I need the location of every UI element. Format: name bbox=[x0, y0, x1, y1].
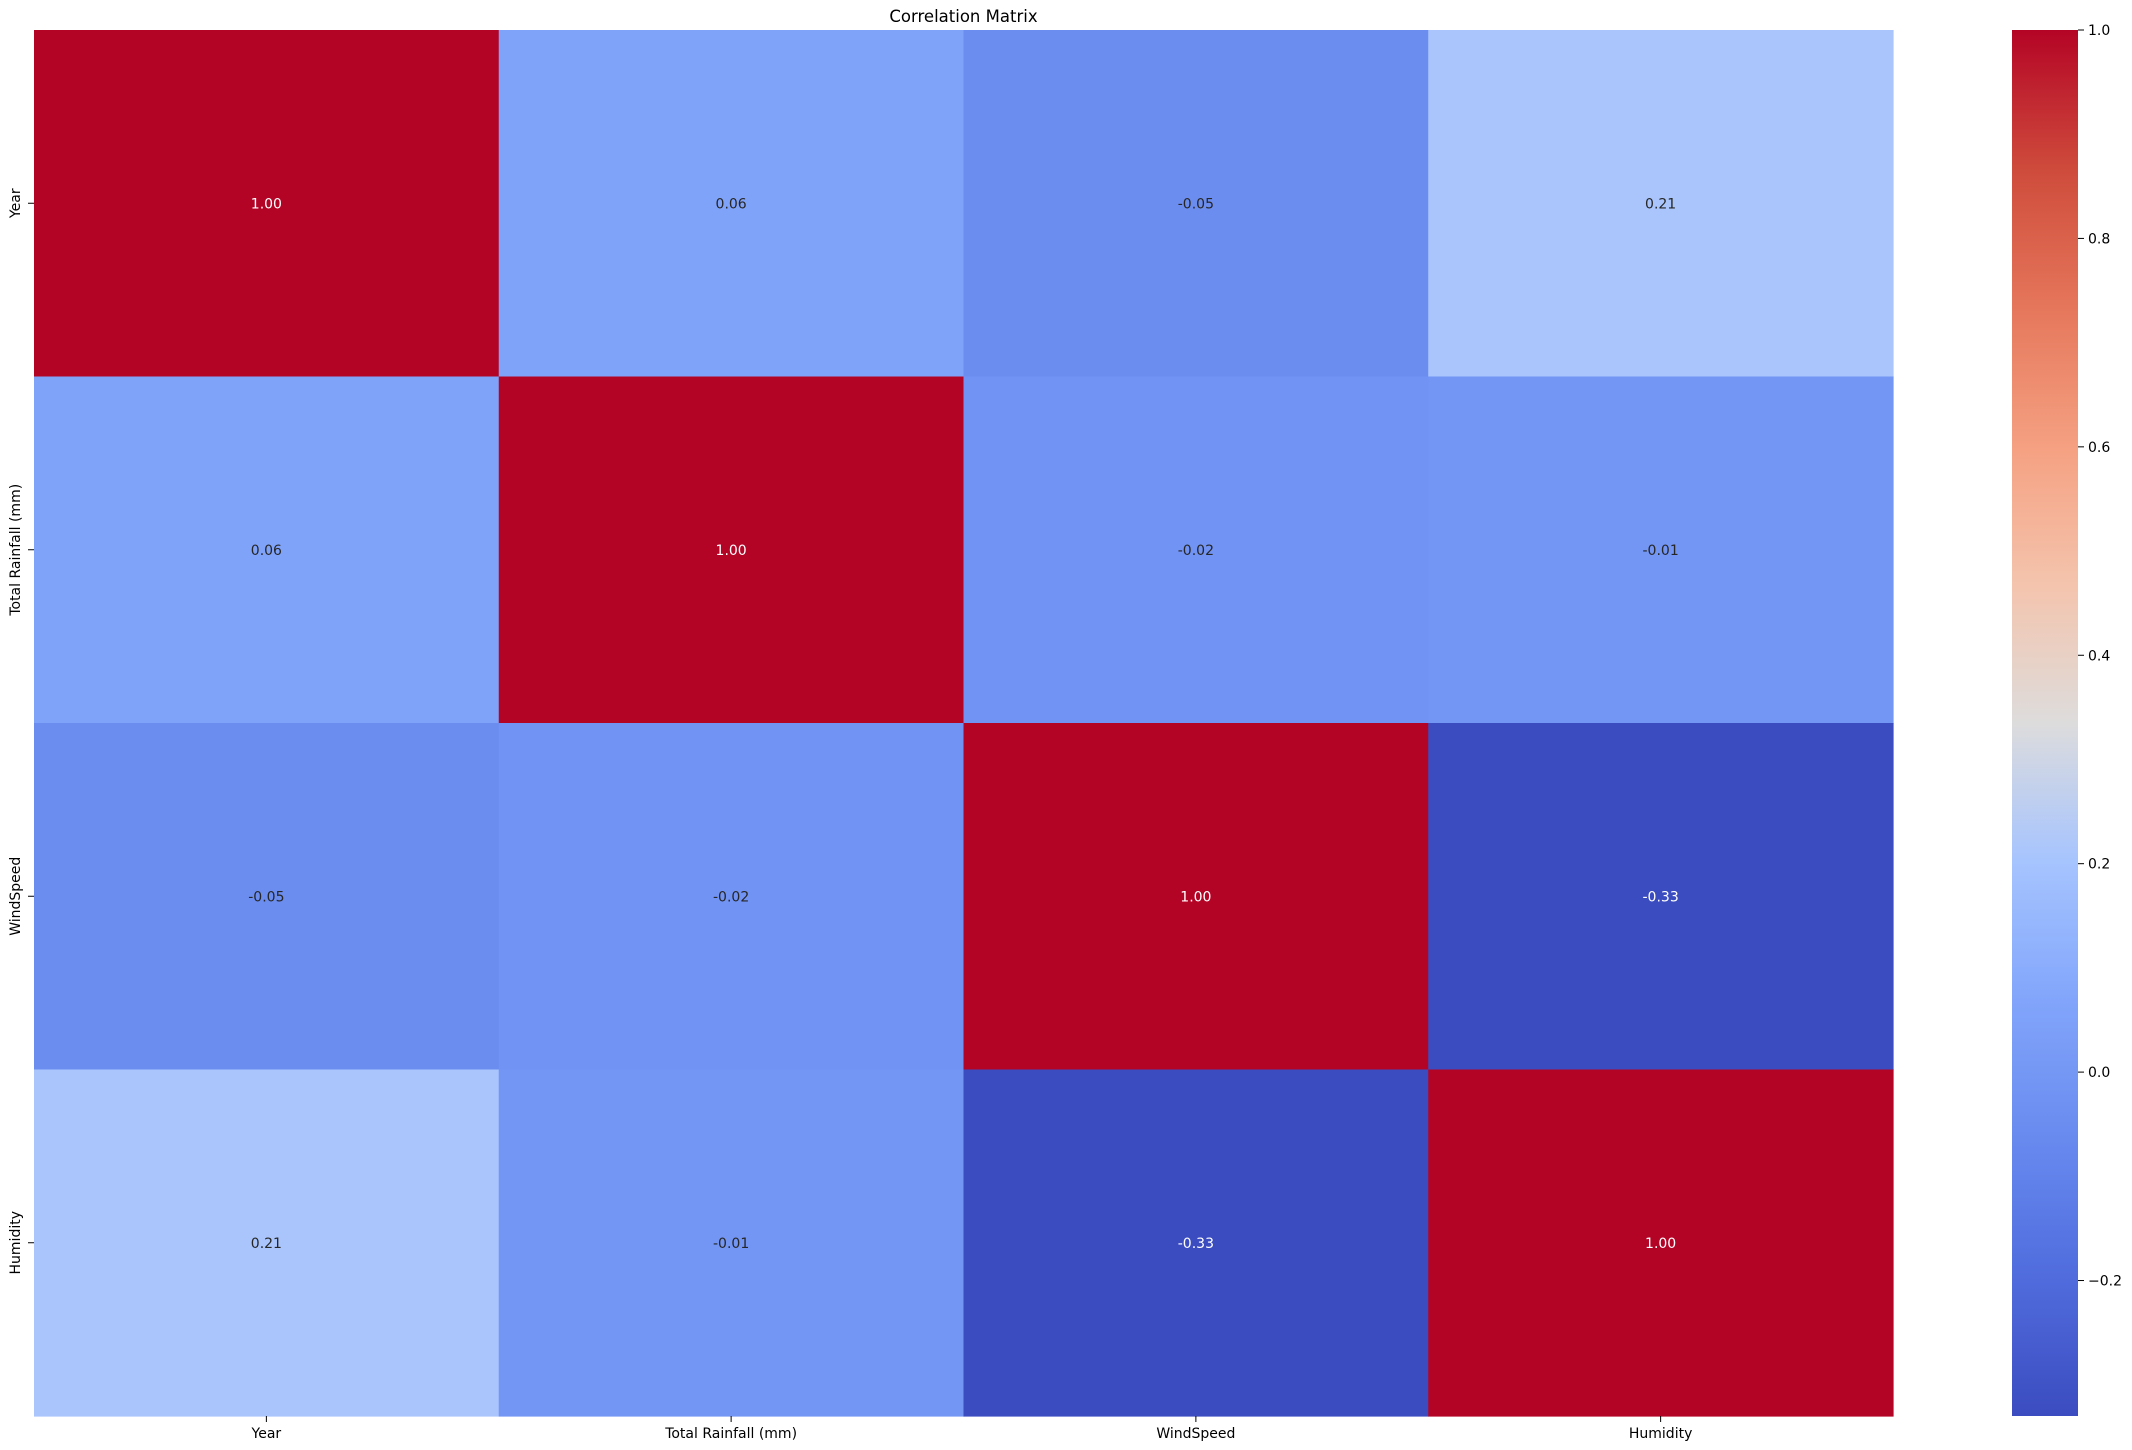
colorbar-tick-label: 0.2 bbox=[2088, 857, 2110, 873]
cell-value-label: -0.02 bbox=[713, 889, 749, 905]
heatmap-cell bbox=[1428, 1069, 1894, 1417]
colorbar-tick-label: 0.0 bbox=[2088, 1065, 2110, 1081]
heatmap-cells bbox=[34, 30, 1894, 1417]
heatmap-cell bbox=[498, 30, 965, 378]
colorbar-tick-label: 0.4 bbox=[2088, 648, 2110, 664]
x-tick-label: Total Rainfall (mm) bbox=[664, 1426, 797, 1442]
heatmap-cell bbox=[1428, 376, 1894, 724]
heatmap-cell bbox=[963, 1069, 1429, 1417]
cell-value-label: -0.33 bbox=[1643, 889, 1679, 905]
cell-value-label: 1.00 bbox=[251, 196, 282, 212]
heatmap-cell bbox=[498, 723, 965, 1071]
y-tick-label: Year bbox=[8, 188, 24, 219]
cell-value-label: 0.06 bbox=[716, 196, 747, 212]
cell-value-label: -0.05 bbox=[1178, 196, 1214, 212]
cell-value-label: -0.01 bbox=[1643, 543, 1679, 559]
heatmap-cell-labels: 1.00 0.06 -0.05 0.21 0.06 1.00 -0.02 -0.01 -0.05… bbox=[248, 196, 1678, 1252]
x-tick-label: Humidity bbox=[1629, 1426, 1692, 1442]
chart-title: Correlation Matrix bbox=[889, 7, 1037, 26]
cell-value-label: 0.21 bbox=[251, 1236, 282, 1252]
heatmap-cell bbox=[498, 376, 965, 724]
colorbar-gradient bbox=[2012, 30, 2078, 1416]
colorbar-tick-label: 1.0 bbox=[2088, 23, 2110, 39]
heatmap-cell bbox=[34, 723, 500, 1071]
colorbar: −0.2 0.0 0.2 0.4 0.6 0.8 1.0 bbox=[2012, 23, 2122, 1416]
heatmap-cell bbox=[963, 30, 1429, 378]
cell-value-label: 0.21 bbox=[1645, 196, 1676, 212]
heatmap-cell bbox=[34, 30, 500, 378]
cell-value-label: 0.06 bbox=[251, 543, 282, 559]
cell-value-label: -0.01 bbox=[713, 1236, 749, 1252]
heatmap-cell bbox=[1428, 30, 1894, 378]
y-tick-label: WindSpeed bbox=[8, 857, 24, 936]
heatmap-cell bbox=[1428, 723, 1894, 1071]
heatmap-cell bbox=[963, 376, 1429, 724]
colorbar-tick-label: 0.6 bbox=[2088, 440, 2110, 456]
y-tick-label: Total Rainfall (mm) bbox=[8, 484, 24, 617]
colorbar-tick-label: 0.8 bbox=[2088, 231, 2110, 247]
x-tick-label: Year bbox=[251, 1426, 282, 1442]
heatmap-cell bbox=[498, 1069, 965, 1417]
cell-value-label: -0.05 bbox=[248, 889, 284, 905]
cell-value-label: -0.02 bbox=[1178, 543, 1214, 559]
x-tick-label: WindSpeed bbox=[1156, 1426, 1235, 1442]
cell-value-label: -0.33 bbox=[1178, 1236, 1214, 1252]
cell-value-label: 1.00 bbox=[1645, 1236, 1676, 1252]
heatmap-cell bbox=[34, 376, 500, 724]
y-axis-ticks: Year Total Rainfall (mm) WindSpeed Humidity bbox=[8, 188, 34, 1274]
colorbar-tick-label: −0.2 bbox=[2088, 1274, 2122, 1290]
cell-value-label: 1.00 bbox=[716, 543, 747, 559]
heatmap-cell bbox=[34, 1069, 500, 1417]
y-tick-label: Humidity bbox=[8, 1211, 24, 1274]
heatmap-cell bbox=[963, 723, 1429, 1071]
x-axis-ticks: Year Total Rainfall (mm) WindSpeed Humidity bbox=[251, 1416, 1692, 1442]
cell-value-label: 1.00 bbox=[1180, 889, 1211, 905]
